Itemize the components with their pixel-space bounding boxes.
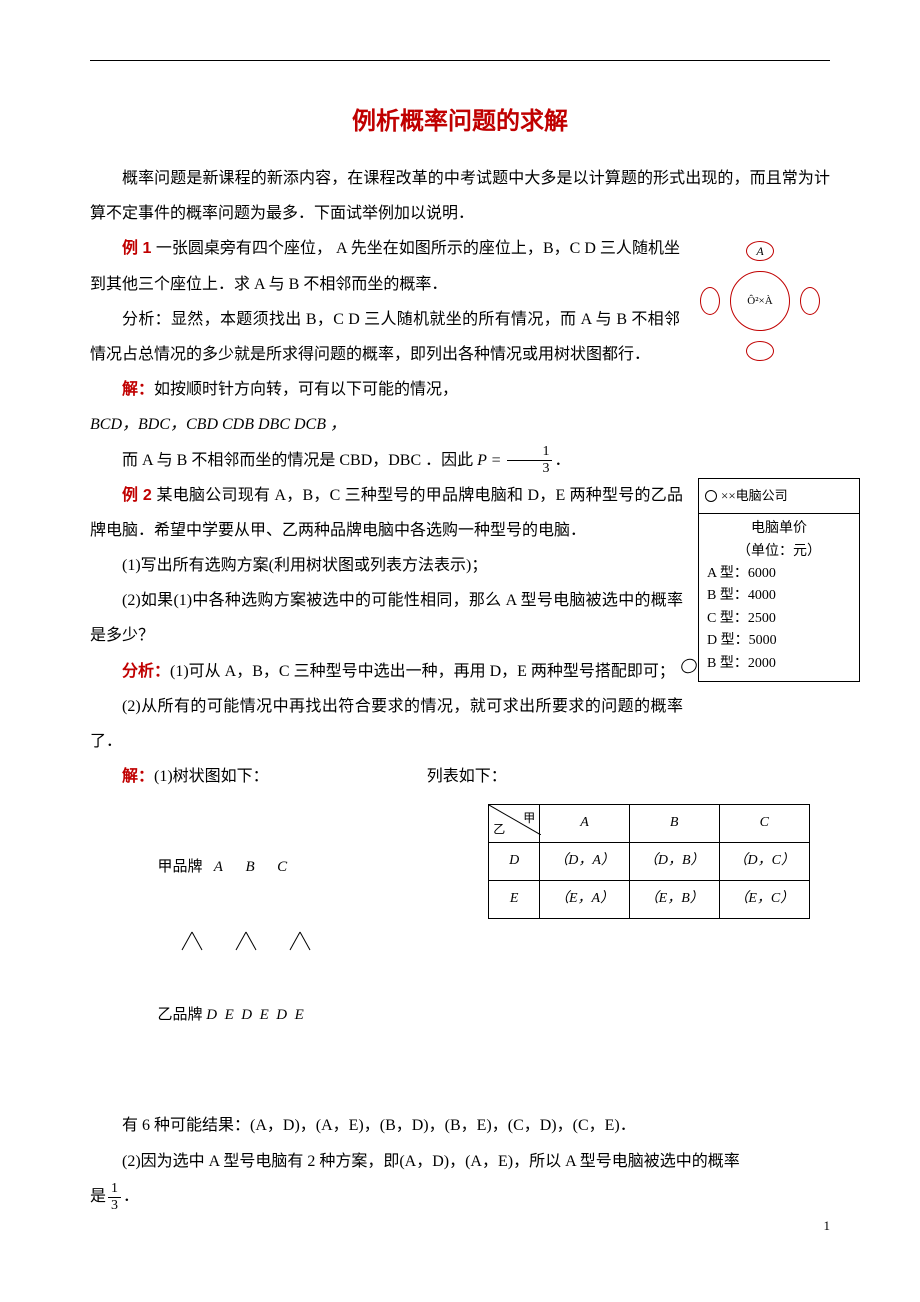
price-row: C 型：2500: [707, 608, 851, 630]
combination-table: 甲 乙 A B C D （D，A） （D，B） （D，C） E （E，A） （E…: [488, 804, 810, 918]
example2-result: 是 1 3 ．: [90, 1179, 830, 1214]
tree-E: E: [295, 1007, 304, 1023]
page-number: 1: [824, 1218, 831, 1234]
price-row: B 型：2000: [707, 653, 851, 675]
example2-intro-text: 某电脑公司现有 A，B，C 三种型号的甲品牌电脑和 D，E 两种型号的乙品牌电脑…: [90, 487, 683, 539]
tree-E: E: [225, 1007, 234, 1023]
cell: （E，B）: [629, 880, 719, 918]
tree-C: C: [277, 859, 287, 875]
tree-D: D: [276, 1007, 287, 1023]
solution-label: 解：: [122, 768, 154, 785]
col-A: A: [540, 805, 630, 843]
tree-D: D: [206, 1007, 217, 1023]
tree-A: A: [214, 859, 223, 875]
table-row: D （D，A） （D，B） （D，C）: [489, 843, 810, 881]
top-label: A: [756, 238, 763, 264]
result-prefix: 而 A 与 B 不相邻而坐的情况是 CBD，DBC ．因此: [122, 452, 477, 469]
perms: BCD，BDC，CBD CDB DBC DCB ，: [90, 416, 346, 433]
is: 是: [90, 1188, 106, 1205]
cell: （D，B）: [629, 843, 719, 881]
top-rule: [90, 60, 830, 61]
tree-diagram: 甲品牌 A B C 乙品牌 D E D E D E: [120, 804, 340, 1078]
document-page: 例析概率问题的求解 概率问题是新课程的新添内容，在课程改革的中考试题中大多是以计…: [0, 0, 920, 1254]
table-header-row: 甲 乙 A B C: [489, 805, 810, 843]
analysis-label: 分析：: [122, 311, 171, 328]
price-line1: 电脑单价: [707, 518, 851, 540]
solution-label: 解：: [122, 381, 154, 398]
seating-diagram: Ô²×À A: [690, 231, 830, 371]
corner-top: 甲: [523, 805, 535, 831]
tree-row1: 甲品牌 A B C: [120, 840, 340, 894]
center-label: Ô²×À: [747, 289, 772, 313]
tree-row2-label: 乙品牌: [158, 1007, 203, 1023]
price-body: 电脑单价 （单位：元） A 型：6000 B 型：4000 C 型：2500 D…: [699, 514, 859, 681]
analysis-label: 分析：: [122, 663, 170, 680]
example1-body: 一张圆桌旁有四个座位， A 先坐在如图所示的座位上，B，C D 三人随机坐到其他…: [90, 240, 680, 292]
example2-part2: (2)因为选中 A 型号电脑有 2 种方案，即(A，D)，(A，E)，所以 A …: [90, 1144, 830, 1179]
row-E: E: [489, 880, 540, 918]
cell: （D，C）: [719, 843, 809, 881]
example1-solution-line1: 解：如按顺时针方向转，可有以下可能的情况，: [90, 372, 830, 407]
example2-label: 例 2: [122, 487, 157, 504]
price-header: ××电脑公司: [699, 479, 859, 515]
tree-row2: 乙品牌 D E D E D E: [120, 988, 340, 1042]
price-line2: （单位：元）: [707, 541, 851, 563]
period: ．: [123, 1188, 139, 1205]
price-sign: ××电脑公司 电脑单价 （单位：元） A 型：6000 B 型：4000 C 型…: [698, 478, 860, 682]
sol1a: (1)树状图如下：: [154, 768, 269, 785]
permutations-line: BCD，BDC，CBD CDB DBC DCB ，: [90, 407, 830, 442]
left-seat: [700, 287, 720, 315]
table-row: E （E，A） （E，B） （E，C）: [489, 880, 810, 918]
fraction-1-3: 1 3: [108, 1182, 121, 1213]
example1-sol-text: 如按顺时针方向转，可有以下可能的情况，: [154, 381, 458, 398]
table-corner-cell: 甲 乙: [489, 805, 540, 843]
tree-E: E: [260, 1007, 269, 1023]
tree-and-table-row: 甲品牌 A B C 乙品牌 D E D E D E: [120, 804, 830, 1078]
example1-analysis-text: 显然，本题须找出 B，C D 三人随机就坐的所有情况，而 A 与 B 不相邻情况…: [90, 311, 680, 363]
cell: （E，C）: [719, 880, 809, 918]
frac-num: 1: [507, 445, 552, 461]
col-B: B: [629, 805, 719, 843]
example1-result: 而 A 与 B 不相邻而坐的情况是 CBD，DBC ．因此 P = 1 3 ．: [90, 443, 830, 478]
document-body: 概率问题是新课程的新添内容，在课程改革的中考试题中大多是以计算题的形式出现的，而…: [90, 161, 830, 1214]
frac-den: 3: [507, 461, 552, 476]
tree-branches-svg: [120, 930, 340, 952]
example1-label: 例 1: [122, 240, 156, 257]
frac-num: 1: [108, 1182, 121, 1198]
intro-paragraph: 概率问题是新课程的新添内容，在课程改革的中考试题中大多是以计算题的形式出现的，而…: [90, 161, 830, 231]
col-C: C: [719, 805, 809, 843]
tree-row1-label: 甲品牌: [158, 859, 203, 875]
ring-icon: [705, 490, 717, 502]
circle-diagram: Ô²×À A: [690, 231, 830, 371]
center-circle: Ô²×À: [730, 271, 790, 331]
P-eq: P =: [477, 452, 501, 469]
tree-B: B: [245, 859, 254, 875]
corner-bottom: 乙: [493, 816, 505, 842]
price-row: B 型：4000: [707, 585, 851, 607]
bottom-seat: [746, 341, 774, 361]
document-title: 例析概率问题的求解: [90, 101, 830, 136]
right-seat: [800, 287, 820, 315]
tree-D: D: [241, 1007, 252, 1023]
example2-analysis1-text: (1)可从 A，B，C 三种型号中选出一种，再用 D，E 两种型号搭配即可；: [170, 663, 675, 680]
period: ．: [554, 452, 570, 469]
cell: （D，A）: [540, 843, 630, 881]
cell: （E，A）: [540, 880, 630, 918]
outcomes-line: 有 6 种可能结果：(A，D)，(A，E)，(B，D)，(B，E)，(C，D)，…: [90, 1108, 830, 1143]
example2-solution-head: 解：(1)树状图如下： 列表如下：: [90, 759, 830, 794]
price-header-text: ××电脑公司: [721, 482, 788, 511]
frac-den: 3: [108, 1198, 121, 1213]
price-row: D 型：5000: [707, 630, 851, 652]
example2-analysis2: (2)从所有的可能情况中再找出符合要求的情况，就可求出所要求的问题的概率了．: [90, 689, 830, 759]
price-row: A 型：6000: [707, 563, 851, 585]
top-seat: A: [746, 241, 774, 261]
fraction-1-3: 1 3: [507, 445, 552, 476]
row-D: D: [489, 843, 540, 881]
sol1b: 列表如下：: [427, 768, 507, 785]
